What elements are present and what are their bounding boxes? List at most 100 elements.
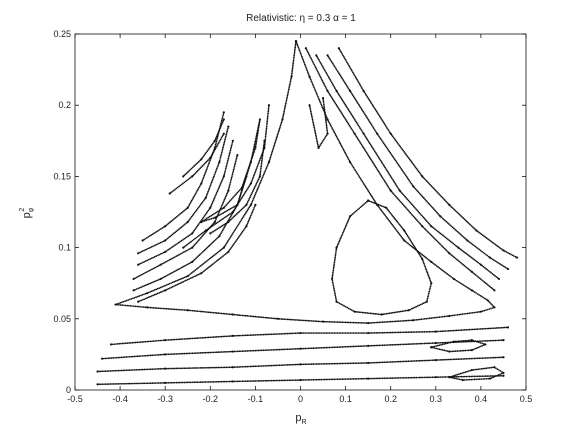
orbit-dot — [449, 358, 452, 361]
orbit-dot — [252, 334, 255, 336]
orbit-series — [330, 199, 433, 316]
orbit-dot — [270, 364, 273, 367]
orbit-dot — [188, 274, 190, 276]
orbit-dot — [128, 342, 130, 344]
orbit-dot — [443, 235, 446, 238]
data-point — [367, 377, 370, 380]
x-tick-label: 0.1 — [339, 394, 352, 404]
orbit-dot — [417, 376, 419, 379]
orbit-dot — [136, 305, 139, 308]
orbit-dot — [286, 379, 289, 382]
orbit-dot — [438, 344, 441, 347]
orbit-dot — [340, 234, 343, 237]
orbit-dot — [264, 379, 266, 382]
orbit-dot — [212, 263, 214, 265]
orbit-dot — [323, 320, 326, 323]
orbit-dot — [294, 46, 297, 49]
orbit-dot — [382, 211, 385, 214]
orbit-dot — [251, 154, 254, 157]
orbit-dot — [369, 101, 372, 103]
orbit-dot — [398, 199, 401, 202]
orbit-dot — [511, 254, 514, 257]
orbit-dot — [199, 253, 202, 255]
orbit-dot — [329, 124, 332, 126]
orbit-dot — [281, 379, 284, 382]
orbit-dot — [391, 223, 394, 226]
orbit-dot — [429, 204, 432, 207]
orbit-dot — [352, 116, 355, 118]
orbit-dot — [346, 345, 349, 348]
orbit-dot — [165, 288, 168, 291]
orbit-dot — [206, 366, 208, 369]
orbit-dot — [359, 377, 361, 380]
orbit-dot — [205, 212, 208, 214]
orbit-dot — [198, 310, 200, 313]
orbit-dot — [327, 75, 330, 78]
orbit-dot — [225, 215, 227, 218]
orbit-dot — [445, 349, 447, 352]
orbit-dot — [312, 347, 315, 350]
orbit-dot — [228, 249, 231, 252]
orbit-dot — [359, 177, 362, 180]
orbit-dot — [141, 368, 144, 371]
orbit-dot — [484, 236, 487, 239]
orbit-dot — [233, 215, 236, 218]
orbit-dot — [165, 367, 168, 370]
orbit-dot — [244, 314, 247, 317]
orbit-dot — [361, 109, 364, 112]
orbit-dot — [148, 382, 150, 385]
orbit-dot — [404, 173, 406, 176]
orbit-dot — [328, 121, 330, 124]
orbit-dot — [365, 116, 368, 118]
orbit-dot — [360, 128, 362, 131]
orbit-dot — [341, 362, 344, 365]
data-point — [137, 252, 140, 255]
orbit-dot — [450, 314, 452, 317]
orbit-dot — [240, 208, 243, 211]
orbit-dot — [204, 336, 207, 339]
orbit-dot — [254, 171, 256, 174]
orbit-dot — [317, 143, 319, 146]
orbit-dot — [132, 297, 134, 300]
orbit-dot — [342, 79, 345, 81]
orbit-dot — [219, 226, 221, 229]
orbit-dot — [255, 167, 258, 169]
orbit-dot — [491, 287, 493, 290]
orbit-dot — [179, 240, 181, 243]
orbit-dot — [365, 322, 368, 324]
orbit-dot — [318, 378, 321, 381]
orbit-dot — [180, 281, 183, 284]
orbit-dot — [221, 203, 224, 205]
orbit-dot — [441, 269, 443, 271]
orbit-dot — [510, 253, 512, 256]
orbit-dot — [157, 229, 159, 232]
orbit-dot — [315, 137, 318, 140]
orbit-dot — [398, 233, 401, 235]
orbit-dot — [138, 263, 141, 265]
orbit-dot — [426, 376, 429, 379]
orbit-dot — [269, 317, 271, 319]
orbit-dot — [309, 363, 312, 366]
orbit-dot — [408, 237, 411, 240]
orbit-dot — [231, 232, 234, 235]
orbit-dot — [284, 102, 287, 105]
data-point — [200, 182, 203, 185]
orbit-dot — [466, 370, 468, 373]
orbit-dot — [336, 378, 339, 381]
orbit-dot — [152, 307, 155, 309]
orbit-dot — [227, 350, 229, 353]
orbit-dot — [380, 205, 383, 207]
x-axis-label-subscript: R — [302, 419, 307, 426]
orbit-dot — [255, 134, 258, 137]
orbit-dot — [209, 265, 212, 267]
orbit-dot — [138, 251, 141, 254]
orbit-dot — [193, 337, 196, 340]
orbit-dot — [251, 190, 254, 193]
orbit-dot — [318, 347, 321, 349]
orbit-dot — [203, 174, 206, 177]
orbit-dot — [223, 366, 226, 369]
orbit-dot — [207, 209, 210, 212]
orbit-dot — [317, 320, 320, 323]
orbit-dot — [224, 205, 226, 208]
orbit-dot — [347, 362, 350, 365]
